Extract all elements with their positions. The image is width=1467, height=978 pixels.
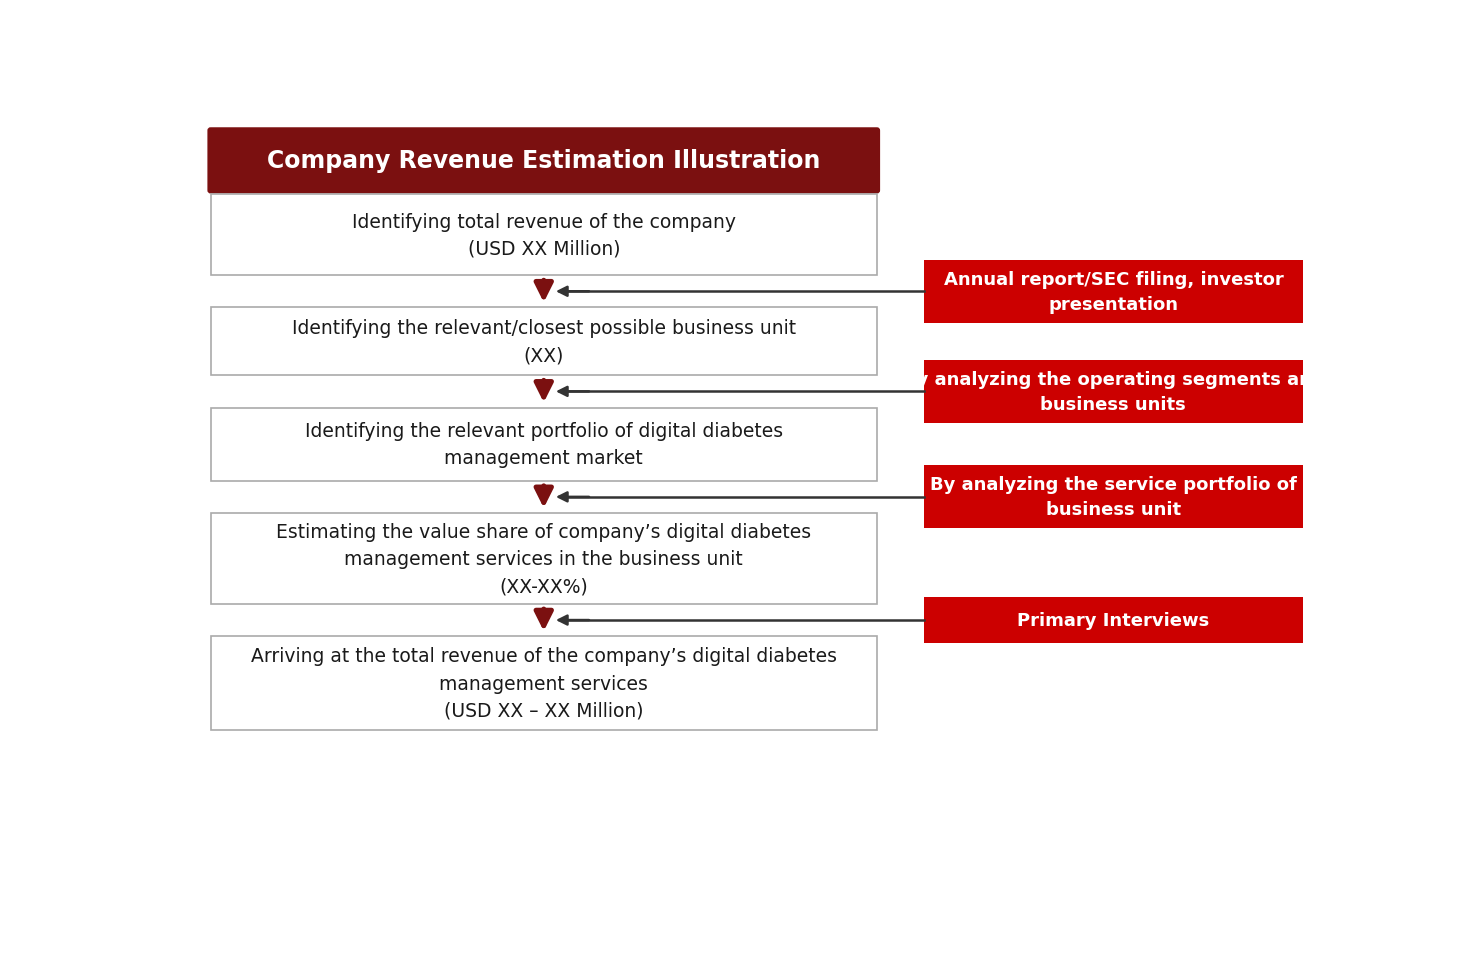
FancyBboxPatch shape (210, 308, 877, 376)
Text: Arriving at the total revenue of the company’s digital diabetes
management servi: Arriving at the total revenue of the com… (251, 646, 836, 720)
Text: By analyzing the service portfolio of
business unit: By analyzing the service portfolio of bu… (930, 476, 1297, 519)
FancyBboxPatch shape (207, 128, 880, 195)
Text: Estimating the value share of company’s digital diabetes
management services in : Estimating the value share of company’s … (276, 522, 811, 596)
FancyBboxPatch shape (210, 513, 877, 604)
Text: Company Revenue Estimation Illustration: Company Revenue Estimation Illustration (267, 150, 820, 173)
FancyBboxPatch shape (924, 260, 1303, 324)
FancyBboxPatch shape (924, 361, 1303, 423)
FancyBboxPatch shape (210, 408, 877, 481)
Text: Primary Interviews: Primary Interviews (1017, 611, 1209, 630)
FancyBboxPatch shape (210, 637, 877, 731)
Text: By analyzing the operating segments and
business units: By analyzing the operating segments and … (902, 371, 1325, 414)
Text: Identifying total revenue of the company
(USD XX Million): Identifying total revenue of the company… (352, 212, 736, 258)
Text: Identifying the relevant portfolio of digital diabetes
management market: Identifying the relevant portfolio of di… (305, 422, 783, 467)
FancyBboxPatch shape (210, 195, 877, 276)
FancyBboxPatch shape (924, 598, 1303, 644)
FancyBboxPatch shape (924, 466, 1303, 529)
Text: Identifying the relevant/closest possible business unit
(XX): Identifying the relevant/closest possibl… (292, 319, 795, 365)
Text: Annual report/SEC filing, investor
presentation: Annual report/SEC filing, investor prese… (943, 271, 1284, 314)
